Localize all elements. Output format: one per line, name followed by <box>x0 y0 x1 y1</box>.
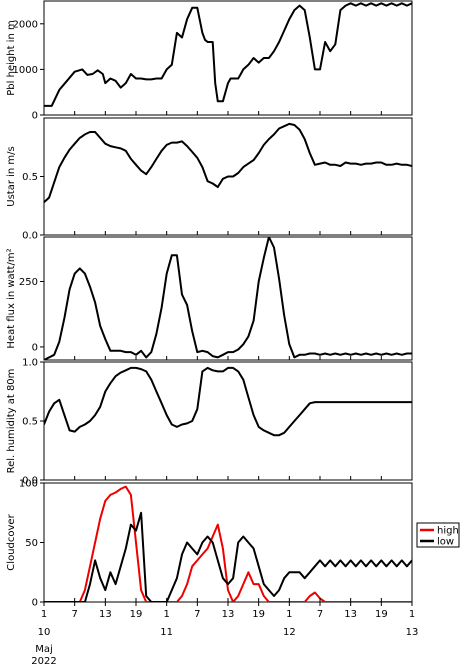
y-tick-label: 2000 <box>13 19 38 30</box>
y-tick-label: 0 <box>32 111 38 122</box>
x-tick-label: 19 <box>375 609 388 620</box>
series-line <box>44 237 412 360</box>
y-tick-label: 1.0 <box>22 358 38 369</box>
x-day-label: 10 <box>38 627 51 638</box>
panel-4: 0.0 0.5 1.0 Rel. humidity at 80m <box>6 358 413 487</box>
y-tick-label: 50 <box>25 538 38 549</box>
y-tick-label: 250 <box>19 277 38 288</box>
panel-frame <box>43 236 413 361</box>
y-tick-label: 0.0 <box>22 476 38 487</box>
x-month-label: Maj <box>35 644 53 655</box>
legend-label-low: low <box>437 537 454 548</box>
x-day-label: 13 <box>406 627 419 638</box>
x-tick-label: 13 <box>99 609 112 620</box>
x-year-label: 2022 <box>31 656 56 664</box>
panel-2: 0.0 0.5 Ustar in m/s <box>6 117 413 242</box>
y-axis-label: Cloudcover <box>6 513 17 570</box>
x-tick-label: 13 <box>344 609 357 620</box>
x-tick-label: 7 <box>317 609 323 620</box>
y-tick-label: 0.5 <box>22 172 38 183</box>
x-tick-label: 1 <box>286 609 292 620</box>
y-axis-label: Heat flux in watt/m² <box>6 248 17 348</box>
series-line-high <box>44 485 412 602</box>
y-axis-label: Pbl height in m <box>6 20 17 95</box>
legend-label-high: high <box>437 526 459 537</box>
x-day-label: 12 <box>283 627 296 638</box>
x-tick-label: 7 <box>194 609 200 620</box>
x-day-label: 11 <box>160 627 173 638</box>
y-tick-label: 0 <box>32 598 38 609</box>
y-tick-label: 0 <box>32 342 38 353</box>
x-tick-label: 13 <box>222 609 235 620</box>
x-tick-label: 1 <box>41 609 47 620</box>
x-tick-label: 19 <box>252 609 265 620</box>
y-tick-label: 1000 <box>13 65 38 76</box>
panel-frame <box>43 361 413 481</box>
series-line <box>44 366 412 437</box>
series-line <box>44 2 412 107</box>
y-axis-label: Rel. humidity at 80m <box>6 369 17 474</box>
y-axis-label: Ustar in m/s <box>6 146 17 206</box>
panel-5: 0 50 100 Cloudcover <box>6 479 413 609</box>
series-line <box>44 122 412 203</box>
legend-box <box>416 522 460 548</box>
x-tick-label: 1 <box>163 609 169 620</box>
y-tick-label: 0.5 <box>22 417 38 428</box>
x-tick-label: 19 <box>130 609 143 620</box>
y-tick-label: 100 <box>19 479 38 490</box>
panel-frame <box>43 0 413 116</box>
x-tick-label: 1 <box>409 609 415 620</box>
series-line-low <box>44 511 412 602</box>
y-tick-label: 0.0 <box>22 231 38 242</box>
x-tick-label: 7 <box>71 609 77 620</box>
